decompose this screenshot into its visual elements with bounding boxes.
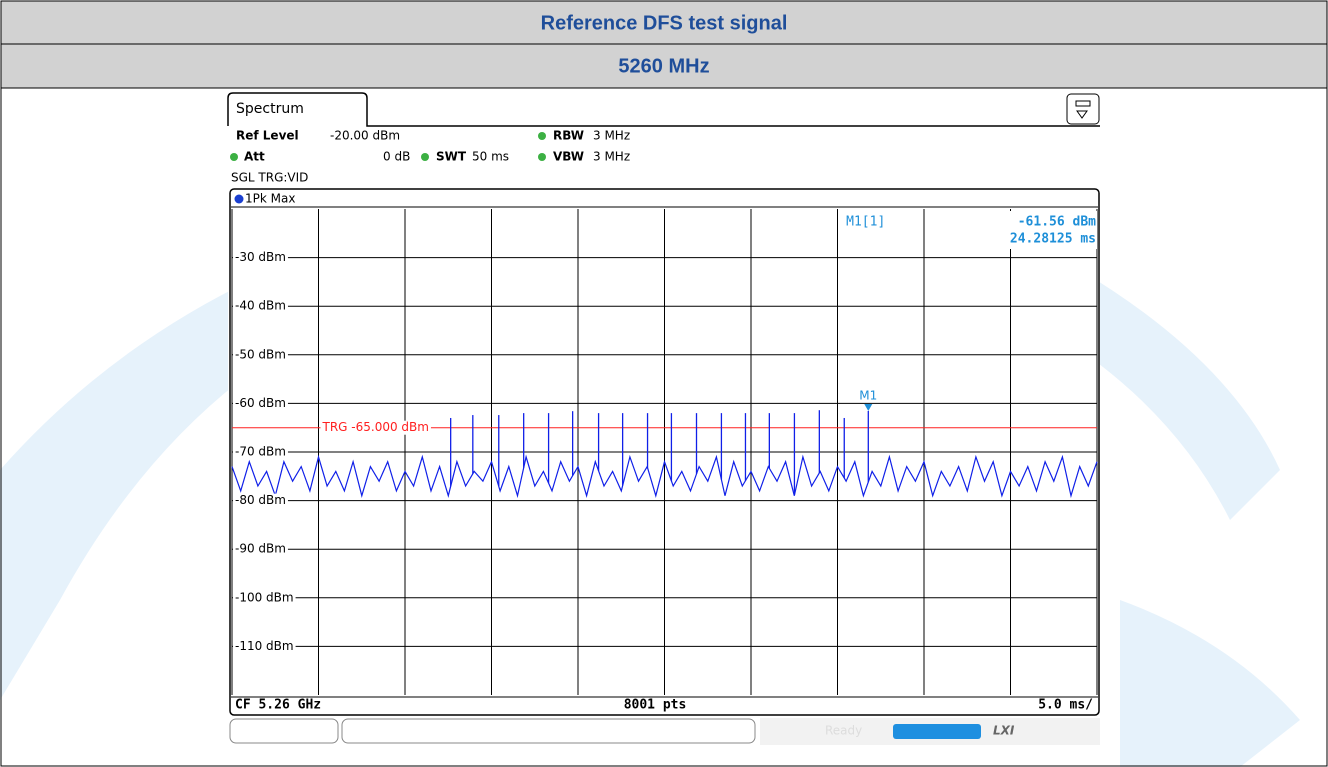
- y-tick-label: -80 dBm: [235, 493, 286, 507]
- marker: [864, 403, 873, 411]
- marker-readout: -61.56 dBm: [1018, 215, 1096, 230]
- header-subtitle: 5260 MHz: [618, 55, 709, 77]
- info-label: Att: [244, 150, 265, 164]
- info-label: Ref Level: [236, 129, 299, 143]
- y-tick-label: -60 dBm: [235, 396, 286, 410]
- plot: -30 dBm -40 dBm -50 dBm -60 dBm -70 dBm -80 d…: [231, 209, 1098, 695]
- trace: [231, 454, 1098, 499]
- footer-points: 8001 pts: [624, 698, 687, 713]
- y-tick-label: -110 dBm: [235, 639, 294, 653]
- label-bg: [233, 347, 288, 362]
- label-bg: [233, 250, 288, 265]
- progress-bar: [893, 724, 981, 739]
- status-box: [229, 718, 339, 744]
- status-led: [230, 153, 238, 161]
- label-bg: [320, 420, 431, 435]
- tab-outline: [227, 92, 1100, 127]
- info-label: SWT: [436, 150, 467, 164]
- status-box: [341, 718, 756, 744]
- label-bg: [233, 590, 296, 605]
- status-text: Ready: [825, 724, 862, 738]
- trigger-label: TRG -65.000 dBm: [322, 420, 429, 434]
- y-tick-label: -50 dBm: [235, 347, 286, 361]
- label-bg: [233, 299, 288, 314]
- status-led: [421, 153, 429, 161]
- info-value: -20.00 dBm: [330, 129, 400, 143]
- info-value: 50 ms: [472, 150, 509, 164]
- header-title: Reference DFS test signal: [541, 12, 788, 34]
- y-tick-label: -90 dBm: [235, 542, 286, 556]
- tab-label[interactable]: Spectrum: [236, 101, 304, 117]
- info-label: VBW: [553, 150, 584, 164]
- menu-icon: [1075, 100, 1091, 119]
- header-row: [0, 43, 1328, 89]
- label-bg: [233, 639, 296, 654]
- marker-readout: M1[1]: [846, 215, 885, 230]
- label-bg: [233, 542, 288, 557]
- info-label: RBW: [553, 129, 584, 143]
- trace-led: [234, 194, 244, 204]
- label-bg: [233, 493, 288, 508]
- footer-division: 5.0 ms/: [1038, 698, 1093, 713]
- y-tick-label: -100 dBm: [235, 590, 294, 604]
- y-tick-label: -30 dBm: [235, 250, 286, 264]
- info-value: 0 dB: [383, 150, 410, 164]
- body-cell: [0, 87, 1328, 767]
- footer-center: CF 5.26 GHz: [235, 698, 321, 713]
- trace-label: 1Pk Max: [245, 192, 295, 206]
- header-row: [0, 0, 1328, 45]
- info-value: 3 MHz: [593, 129, 630, 143]
- y-tick-label: -40 dBm: [235, 299, 286, 313]
- y-tick-label: -70 dBm: [235, 445, 286, 459]
- marker-label: M1: [859, 388, 877, 402]
- info-value: 3 MHz: [593, 150, 630, 164]
- lxi-badge: LXI: [993, 724, 1015, 738]
- marker-readout: 24.28125 ms: [1010, 232, 1096, 247]
- label-bg: [233, 445, 288, 459]
- menu-button[interactable]: [1066, 93, 1100, 125]
- status-led: [538, 153, 546, 161]
- label-bg: [967, 211, 1097, 249]
- status-led: [538, 132, 546, 140]
- label-bg: [233, 396, 288, 411]
- info-mode: SGL TRG:VID: [231, 171, 308, 185]
